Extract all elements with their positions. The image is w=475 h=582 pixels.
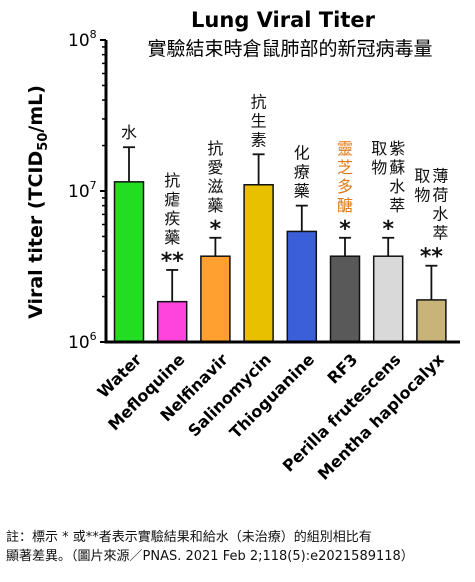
significance-mark: ** [161,249,185,274]
significance-mark: * [339,217,351,242]
viral-titer-chart: Lung Viral Titer 實驗結束時倉鼠肺部的新冠病毒量 Viral t… [25,8,460,484]
significance-mark: ** [420,245,444,270]
bar [329,255,361,343]
footnote-line-1: 註：標示 * 或**者表示實驗結果和給水（未治療）的組別相比有 [6,530,372,545]
chart-title: Lung Viral Titer [191,8,376,32]
x-axis-tick-labels: WaterMefloquineNelfinavirSalinomycinThio… [94,349,449,483]
significance-mark: * [210,217,222,242]
bar-annotation-label: 靈芝多醣 [337,139,353,215]
y-axis-label: Viral titer (TCID50/mL) [25,85,51,319]
bar-annotation-label: 抗愛滋藥 [207,139,223,215]
y-axis-label-sub: 50 [36,133,51,151]
y-tick-base: 10 [68,333,90,353]
bar-annotation-label: 抗瘧疾藥 [164,171,180,247]
footnote-line-2: 顯著差異。（圖片來源／PNAS. 2021 Feb 2;118(5):e2021… [6,549,414,564]
y-tick-base: 10 [68,182,90,202]
bar-annotation-label: 化療藥 [294,144,310,201]
bar-annotation-label: 水 [121,123,137,142]
bar [156,300,188,343]
y-tick-exponent: 8 [90,28,97,41]
y-tick-base: 10 [68,31,90,51]
bar [372,255,404,343]
bar [243,183,274,343]
bar-annotation-label: 薄荷水萃取物 [414,167,448,243]
y-tick-label: 108 [68,28,97,51]
y-tick-exponent: 6 [90,330,97,343]
x-tick-label: RF3 [324,350,362,388]
error-bars [123,146,438,302]
significance-mark: * [382,217,394,242]
bar-annotation-label: 紫蘇水萃取物 [371,139,405,215]
y-axis-label-end: /mL) [25,85,47,133]
y-axis-label-main: Viral titer (TCID [25,151,47,319]
bar-annotation-label: 抗生素 [251,92,267,149]
bar [200,255,231,343]
chart-subtitle: 實驗結束時倉鼠肺部的新冠病毒量 [147,38,432,60]
footnote: 註：標示 * 或**者表示實驗結果和給水（未治療）的組別相比有 顯著差異。（圖片… [6,528,472,566]
bar [286,230,318,343]
y-tick-label: 107 [68,179,97,202]
bar [416,299,447,343]
y-tick-label: 106 [68,330,97,353]
y-tick-exponent: 7 [90,179,97,192]
bar [113,181,145,343]
